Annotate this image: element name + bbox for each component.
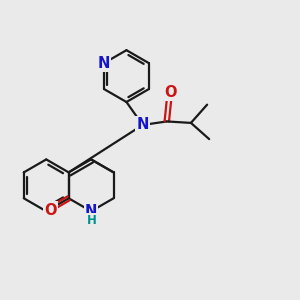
- Text: O: O: [164, 85, 177, 100]
- Text: N: N: [136, 118, 149, 133]
- Text: N: N: [98, 56, 110, 70]
- Text: O: O: [44, 202, 57, 217]
- Text: N: N: [85, 204, 97, 219]
- Text: H: H: [86, 214, 96, 227]
